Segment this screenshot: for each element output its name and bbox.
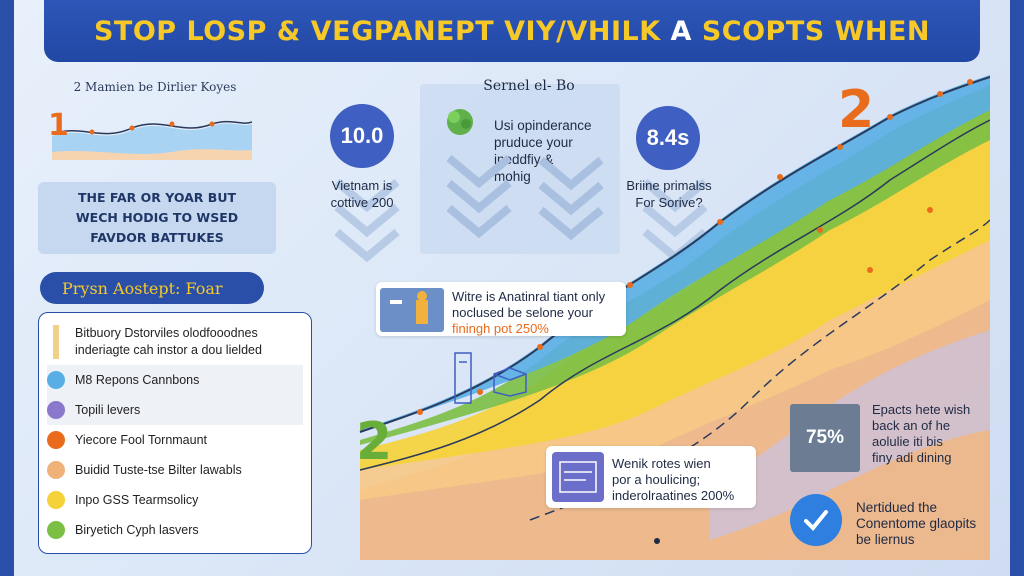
note-line: por a houlicing; [612,472,701,487]
middle-text-line: pruduce your [494,135,573,150]
trend-dash-line [529,219,990,521]
stat-caption-line: Vietnam is [331,178,393,193]
document-icon [454,352,472,404]
mini-chart [52,120,252,160]
legend-item: Inpo GSS Tearmsolicy [47,485,303,515]
note-line: aolulie iti bis [872,434,943,449]
series-line [359,76,990,433]
page-title: STOP LOSP & VEGPANEPT VIY/VHILK A SCOPTS… [94,16,930,47]
legend-item-label: Topili levers [75,403,141,417]
legend-item: Yiecore Fool Tornmaunt [47,425,303,455]
note-line: back an of he [872,418,951,433]
note-line: finy adi dining [872,450,952,465]
note-line: Epacts hete wish [872,402,971,417]
note-text: Epacts hete wish back an of he aolulie i… [872,402,992,466]
legend-box: Bitbuory Dstorviles olodfooodnes inderia… [38,312,312,554]
note-line: Witre is Anatinral tiant only [452,289,606,304]
scan-icon [552,452,604,502]
legend-lead-marker [53,325,59,359]
legend-dot [47,401,65,419]
stat-caption: Vietnam is cottive 200 [310,177,414,211]
legend-item-label: M8 Repons Cannbons [75,373,200,387]
worker-icon [380,288,444,332]
legend-lead-text: Bitbuory Dstorviles olodfooodnes inderia… [75,326,262,357]
chevron-down-icon [538,156,604,240]
legend-item: Topili levers [47,395,303,425]
leaf-icon [447,109,473,135]
note-text: Witre is Anatinral tiant only noclused b… [452,289,642,337]
check-icon [790,494,842,546]
legend-dot [47,461,65,479]
stat-caption-line: Briine primalss [626,178,712,193]
legend-dot [47,491,65,509]
stat-caption-line: cottive 200 [330,195,394,210]
legend-lead: Bitbuory Dstorviles olodfooodnes inderia… [53,325,303,359]
note-line: Wenik rotes wien [612,456,711,471]
title-part-1: STOP LOSP & VEGPANEPT VIY/VHILK [93,15,661,47]
legend-dot [47,371,65,389]
callout-line-1: THE FAR OR YOAR BUT [78,190,236,205]
middle-header: Sernel el- Bo [483,78,575,94]
footer-line: Nertidued the [856,500,938,515]
note-line: noclused be selone your [452,305,593,320]
legend-dot [47,431,65,449]
legend-item: Biryetich Cyph lasvers [47,515,303,545]
footer-text: Nertidued the Conentome glaopits be lier… [856,500,996,548]
stat-square: 75% [790,404,860,472]
footer-line: be liernus [856,532,915,547]
mini-chart-title: 2 Mamien be Dirlier Koyes [73,80,237,94]
title-bar: STOP LOSP & VEGPANEPT VIY/VHILK A SCOPTS… [44,0,980,62]
legend-item-label: Inpo GSS Tearmsolicy [75,493,199,507]
chevron-down-icon [446,154,512,238]
legend-item: M8 Repons Cannbons [47,365,303,395]
dot-marker [654,538,660,544]
big-number-top: 2 [838,80,875,140]
title-part-2: A [670,15,692,47]
callout-line-3: FAVDOR BATTUKES [90,230,224,245]
stat-circle: 8.4s [636,106,700,170]
area-series-blue [360,75,990,432]
callout-box: THE FAR OR YOAR BUT WECH HODIG TO WSED F… [38,182,276,254]
legend-item: Buidid Tuste-tse Bilter lawabls [47,455,303,485]
legend-title: Prysn Aostept: Foar [40,272,264,304]
legend-item-label: Biryetich Cyph lasvers [75,523,199,537]
middle-text-line: mohig [494,169,531,184]
big-number-bottom: 2 [356,412,393,472]
note-text: Wenik rotes wien por a houlicing; indero… [612,456,752,504]
series-line [359,119,990,471]
title-part-3: SCOPTS WHEN [701,15,931,47]
middle-text-line: Usi opinderance [494,118,592,133]
stat-caption: Briine primalss For Sorive? [612,177,726,211]
legend-item-label: Buidid Tuste-tse Bilter lawabls [75,463,242,477]
note-line: inderolraatines 200% [612,488,735,503]
stat-caption-line: For Sorive? [635,195,703,210]
stat-circle: 10.0 [330,104,394,168]
box-icon [493,367,527,397]
series-markers [417,79,973,415]
chevron-down-icon [334,178,400,262]
legend-dot [47,521,65,539]
mini-chart-number: 1 [48,108,69,143]
note-highlight: finingh pot 250% [452,321,549,336]
callout-line-2: WECH HODIG TO WSED [75,210,239,225]
legend-item-label: Yiecore Fool Tornmaunt [75,433,208,447]
footer-line: Conentome glaopits [856,516,977,531]
